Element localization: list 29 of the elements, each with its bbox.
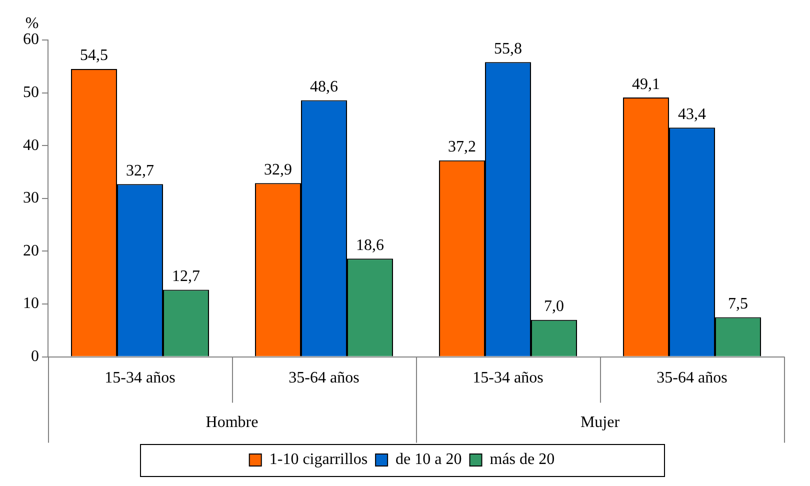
y-tick-label: 0 bbox=[31, 348, 39, 366]
y-tick-label: 60 bbox=[23, 31, 39, 48]
data-label: 37,2 bbox=[448, 138, 476, 156]
y-tick-label: 40 bbox=[23, 136, 39, 154]
data-label: 48,6 bbox=[310, 78, 338, 96]
y-tick-label: 10 bbox=[23, 295, 39, 312]
text: Hombre bbox=[206, 414, 258, 432]
x-tick-label: 15-34 años bbox=[104, 370, 176, 387]
y-tick-label: 50 bbox=[23, 84, 39, 102]
data-label: 49,1 bbox=[632, 76, 660, 93]
data-label: 43,4 bbox=[678, 106, 706, 123]
legend-label: de 10 a 20 bbox=[396, 451, 462, 468]
data-label: 54,5 bbox=[80, 47, 108, 64]
legend-label: 1-10 cigarrillos bbox=[269, 451, 368, 468]
data-label: 7,5 bbox=[728, 295, 748, 312]
data-label: 32,7 bbox=[126, 162, 154, 180]
data-label: 12,7 bbox=[172, 268, 200, 285]
data-label: 55,8 bbox=[494, 40, 522, 58]
x-tick-label: 35-64 años bbox=[656, 370, 728, 387]
x-tick-label: 15-34 años bbox=[472, 370, 544, 387]
text: Mujer bbox=[580, 414, 620, 432]
data-label: 32,9 bbox=[264, 161, 292, 178]
data-label: 7,0 bbox=[544, 298, 564, 316]
y-tick-label: 20 bbox=[23, 242, 39, 260]
x-tick-label: 35-64 años bbox=[288, 370, 360, 387]
y-tick-label: 30 bbox=[23, 190, 39, 207]
y-axis-title: % bbox=[25, 15, 39, 32]
legend-label: más de 20 bbox=[490, 451, 555, 468]
data-label: 18,6 bbox=[356, 236, 384, 254]
